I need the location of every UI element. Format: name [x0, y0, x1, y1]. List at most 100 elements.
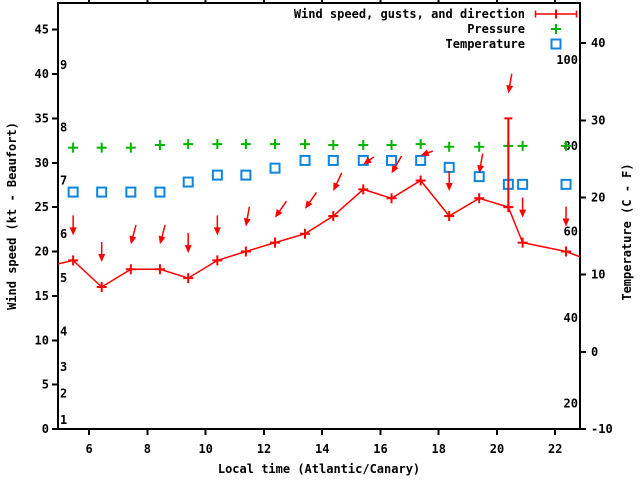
wind-point [503, 202, 514, 213]
wind-point [386, 193, 397, 204]
y-tick-label: 20 [35, 245, 49, 259]
wind-point [517, 237, 528, 248]
temperature-point [386, 154, 398, 166]
legend-label-temperature: Temperature [445, 36, 525, 51]
pressure-point [125, 142, 136, 153]
wind-point [270, 237, 281, 248]
y-tick-label: 10 [35, 333, 49, 347]
temperature-point [182, 176, 194, 188]
temperature-point [154, 186, 166, 198]
wind-direction-arrow-icon [129, 224, 137, 245]
wind-direction-arrow-icon [275, 200, 288, 218]
wind-point [183, 273, 194, 284]
fahrenheit-label: 100 [556, 53, 578, 67]
y-axis-title: Wind speed (kt - Beaufort) [5, 122, 19, 310]
fahrenheit-label: 60 [564, 224, 578, 238]
wind-direction-arrow-icon [562, 206, 570, 227]
wind-direction-arrow-icon [98, 242, 106, 262]
beaufort-label: 9 [60, 58, 67, 72]
pressure-point [183, 139, 194, 150]
legend-item-wind: Wind speed, gusts, and direction [294, 6, 578, 21]
wind-point [125, 264, 136, 275]
pressure-point [561, 140, 572, 151]
temperature-point [67, 186, 79, 198]
legend-item-pressure: Pressure [294, 21, 578, 36]
beaufort-label: 4 [60, 324, 67, 338]
temperature-point [560, 178, 572, 190]
beaufort-label: 2 [60, 387, 67, 401]
y-tick-label: 30 [35, 156, 49, 170]
wind-direction-arrow-icon [506, 73, 514, 94]
legend-item-temperature: Temperature [294, 36, 578, 51]
wind-point [561, 246, 572, 257]
pressure-point [517, 140, 528, 151]
wind-point [300, 228, 311, 239]
temperature-square-sample-icon [550, 38, 562, 49]
temperature-point [269, 162, 281, 174]
y-tick-label: 45 [35, 23, 49, 37]
y-tick-label: 5 [42, 378, 49, 392]
pressure-point [415, 139, 426, 150]
y-axis-tick-labels: 0 5 10 15 20 25 30 35 40 45 [35, 23, 49, 436]
wind-direction-arrow-icon [184, 233, 192, 254]
temperature-point [517, 178, 529, 190]
y2-tick-label: 40 [591, 36, 605, 50]
pressure-point [154, 140, 165, 150]
temperature-point [125, 186, 137, 198]
wind-direction-arrows [69, 73, 570, 262]
temperature-point [415, 154, 427, 166]
pressure-point [270, 139, 281, 150]
wind-direction-arrow-icon [213, 215, 221, 236]
beaufort-label: 3 [60, 360, 67, 374]
y-tick-label: 25 [35, 200, 49, 214]
pressure-point [474, 141, 485, 152]
x-tick-label: 18 [431, 442, 445, 456]
x-tick-label: 20 [490, 442, 504, 456]
fahrenheit-label: 20 [564, 397, 578, 411]
x-tick-label: 8 [144, 442, 151, 456]
plot-border [57, 2, 581, 430]
wind-direction-arrow-icon [519, 197, 527, 218]
wind-point [358, 184, 369, 195]
legend-label-wind: Wind speed, gusts, and direction [293, 6, 525, 21]
gust-error-bar [504, 117, 513, 209]
x-axis-ticks [88, 0, 557, 435]
wind-point [444, 211, 455, 221]
wind-point [154, 264, 165, 275]
temperature-point [96, 186, 108, 198]
y-tick-label: 15 [35, 289, 49, 303]
pressure-point [444, 141, 455, 152]
temperature-point [327, 154, 339, 166]
x-tick-label: 22 [548, 442, 562, 456]
wind-direction-arrow-icon [69, 215, 77, 236]
x-tick-label: 6 [86, 442, 93, 456]
y2-tick-label: 10 [591, 268, 605, 282]
wind-point [68, 255, 79, 266]
pressure-point [300, 139, 311, 150]
beaufort-label: 7 [60, 174, 67, 188]
wind-direction-arrow-icon [391, 155, 403, 174]
y-tick-label: 35 [35, 111, 49, 125]
y-tick-label: 0 [42, 422, 49, 436]
pressure-point [358, 140, 369, 150]
x-axis-title: Local time (Atlantic/Canary) [217, 462, 421, 476]
wind-direction-arrow-icon [445, 171, 453, 191]
chart-legend: Wind speed, gusts, and direction Pressur… [294, 6, 578, 51]
y2-tick-label: 30 [591, 113, 605, 127]
y2-tick-label: -10 [591, 422, 613, 436]
beaufort-label: 5 [60, 271, 67, 285]
temperature-point [240, 169, 252, 181]
wind-series [57, 117, 581, 292]
wind-direction-arrow-icon [305, 191, 318, 209]
y-tick-label: 40 [35, 67, 49, 81]
temperature-point [473, 171, 485, 183]
wind-point [415, 175, 426, 186]
pressure-point [68, 142, 79, 153]
beaufort-label: 1 [60, 413, 67, 427]
pressure-point [386, 140, 397, 150]
x-tick-label: 16 [373, 442, 387, 456]
y2-axis-tick-labels: -10 0 10 20 30 40 [591, 36, 613, 436]
fahrenheit-label: 40 [564, 311, 578, 325]
